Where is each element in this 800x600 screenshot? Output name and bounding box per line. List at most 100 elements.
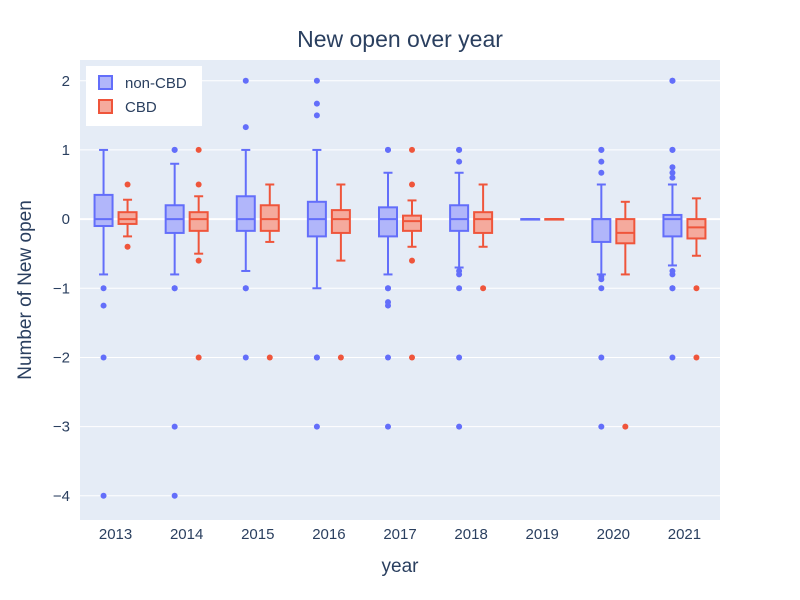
box-non-cbd-2013[interactable] — [93, 148, 114, 499]
outlier-point — [669, 271, 676, 278]
outlier-point — [456, 285, 463, 292]
x-axis-title: year — [382, 556, 420, 577]
outlier-point — [385, 285, 391, 292]
outlier-point — [385, 146, 391, 153]
outlier-point — [409, 257, 415, 264]
iqr-box — [473, 211, 494, 234]
outlier-point — [313, 100, 320, 107]
box-cbd-2017[interactable] — [402, 146, 422, 361]
outlier-point — [195, 181, 202, 188]
outlier-point — [480, 285, 487, 292]
box-non-cbd-2014[interactable] — [164, 146, 185, 499]
x-tick-label: 2016 — [312, 526, 345, 543]
outlier-point — [598, 276, 605, 283]
outlier-point — [385, 423, 391, 430]
x-tick-label: 2021 — [668, 526, 701, 543]
box-cbd-2015[interactable] — [259, 183, 280, 361]
outlier-point — [242, 354, 249, 361]
outlier-point — [100, 492, 107, 499]
iqr-box — [378, 206, 398, 238]
iqr-box — [117, 211, 138, 225]
outlier-point — [409, 354, 415, 361]
outlier-point — [456, 423, 463, 430]
box-cbd-2021[interactable] — [686, 197, 707, 361]
boxes — [93, 77, 707, 499]
box-cbd-2016[interactable] — [330, 183, 351, 361]
iqr-box — [662, 213, 683, 238]
outlier-point — [409, 146, 415, 153]
outlier-point — [622, 423, 629, 430]
outlier-point — [409, 181, 415, 188]
outlier-point — [313, 77, 320, 84]
outlier-point — [124, 243, 131, 250]
outlier-point — [313, 354, 320, 361]
outlier-point — [171, 285, 178, 292]
x-tick-label: 2014 — [170, 526, 203, 543]
outlier-point — [242, 77, 249, 84]
y-tick-label: 0 — [62, 211, 70, 228]
outlier-point — [598, 354, 605, 361]
box-cbd-2013[interactable] — [117, 181, 138, 250]
box-non-cbd-2018[interactable] — [449, 146, 470, 430]
box-cbd-2020[interactable] — [615, 200, 636, 430]
outlier-point — [669, 174, 676, 181]
x-axis-ticks: 2013 2014 2015 2016 2017 2018 2019 2020 2021 — [99, 526, 701, 543]
x-tick-label: 2020 — [597, 526, 630, 543]
box-non-cbd-2016[interactable] — [306, 77, 327, 430]
iqr-box — [615, 218, 636, 245]
iqr-box — [188, 211, 209, 232]
outlier-point — [598, 423, 605, 430]
legend-label-non-cbd: non-CBD — [125, 75, 187, 92]
box-non-cbd-2020[interactable] — [591, 146, 612, 430]
box-cbd-2019[interactable] — [544, 218, 565, 221]
x-tick-label: 2018 — [454, 526, 487, 543]
x-tick-label: 2017 — [383, 526, 416, 543]
outlier-point — [456, 146, 463, 153]
legend-item-non-cbd[interactable]: non-CBD — [98, 75, 187, 92]
outlier-point — [100, 285, 107, 292]
y-axis-title: Number of New open — [15, 200, 36, 380]
iqr-box — [235, 195, 256, 232]
box-non-cbd-2017[interactable] — [378, 146, 398, 430]
chart-title: New open over year — [297, 26, 503, 52]
iqr-box — [402, 214, 422, 232]
box-cbd-2018[interactable] — [473, 183, 494, 292]
box-non-cbd-2015[interactable] — [235, 77, 256, 361]
outlier-point — [669, 146, 676, 153]
legend-swatch-non-cbd — [98, 75, 113, 90]
outlier-point — [171, 423, 178, 430]
box-non-cbd-2019[interactable] — [520, 218, 541, 221]
outlier-point — [337, 354, 344, 361]
iqr-box — [449, 204, 470, 232]
legend-label-cbd: CBD — [125, 99, 157, 116]
outlier-point — [385, 302, 391, 309]
y-tick-label: −2 — [53, 349, 70, 366]
legend-item-cbd[interactable]: CBD — [98, 99, 157, 116]
outlier-point — [242, 124, 249, 131]
outlier-point — [669, 169, 676, 176]
outlier-point — [669, 164, 676, 171]
outlier-point — [266, 354, 273, 361]
outlier-point — [385, 354, 391, 361]
plot-area — [80, 60, 720, 520]
outlier-point — [598, 169, 605, 176]
outlier-point — [669, 77, 676, 84]
y-tick-label: 1 — [62, 142, 70, 159]
y-tick-label: 2 — [62, 73, 70, 90]
box-non-cbd-2021[interactable] — [662, 77, 683, 361]
outlier-point — [171, 146, 178, 153]
y-tick-label: −3 — [53, 419, 70, 436]
x-tick-label: 2015 — [241, 526, 274, 543]
iqr-box — [330, 209, 351, 234]
legend: non-CBD CBD — [86, 66, 202, 126]
outlier-point — [242, 285, 249, 292]
outlier-point — [100, 354, 107, 361]
outlier-point — [313, 112, 320, 119]
outlier-point — [124, 181, 131, 188]
outlier-point — [693, 354, 700, 361]
outlier-point — [313, 423, 320, 430]
box-cbd-2014[interactable] — [188, 146, 209, 361]
outlier-point — [195, 354, 202, 361]
outlier-point — [195, 257, 202, 264]
